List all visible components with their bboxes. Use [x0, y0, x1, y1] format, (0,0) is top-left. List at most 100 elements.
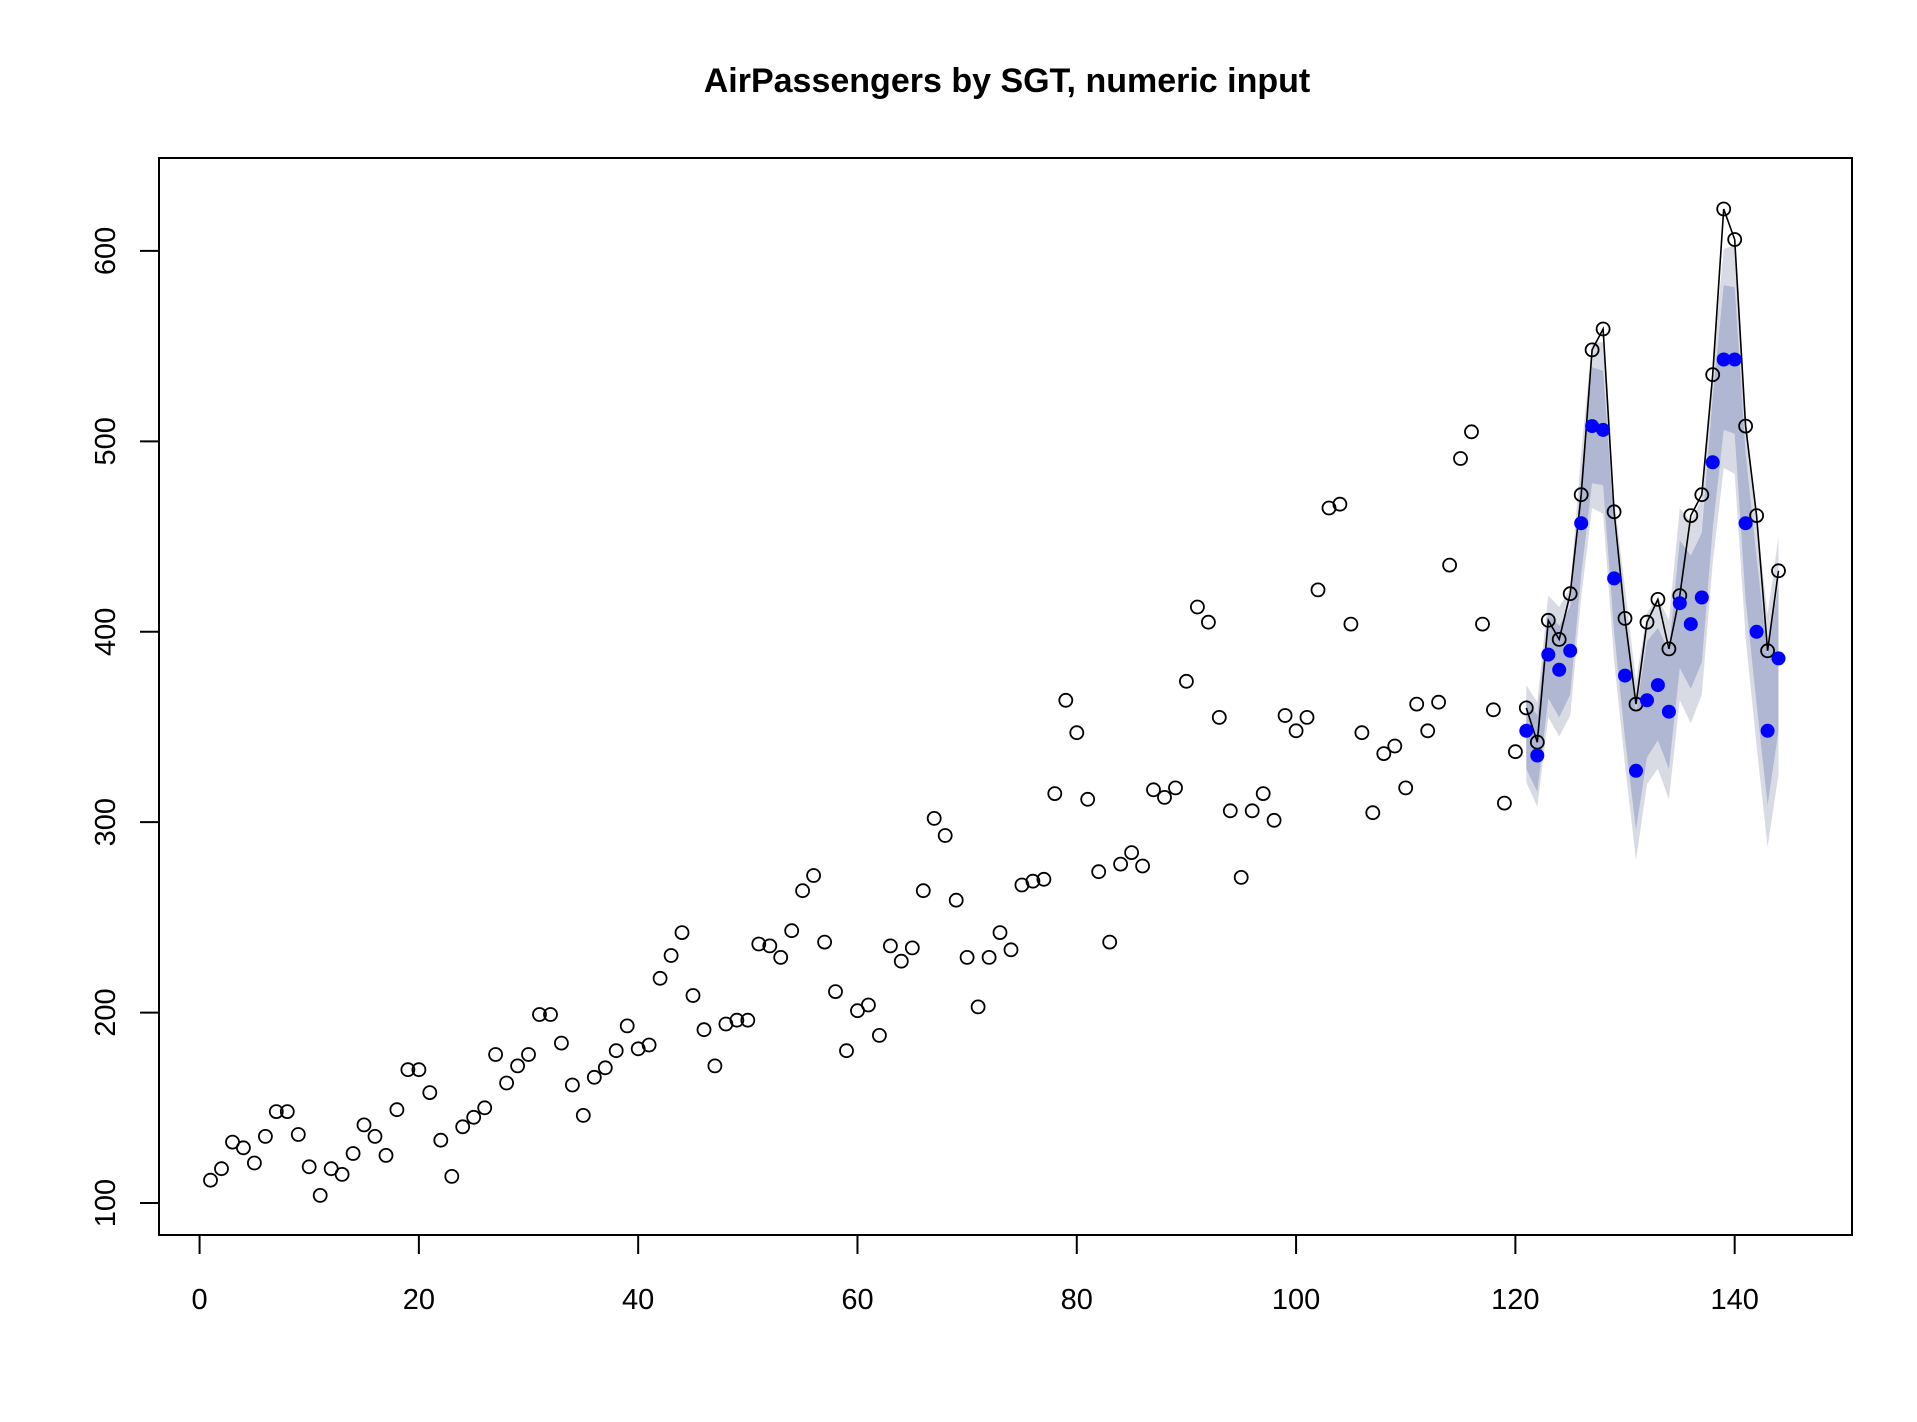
- observed-point: [586, 1069, 602, 1085]
- observed-point: [641, 1037, 657, 1053]
- observed-point: [301, 1159, 317, 1175]
- observed-point: [1332, 496, 1348, 512]
- observed-point: [510, 1058, 525, 1074]
- observed-point: [246, 1155, 262, 1171]
- y-tick-label: 200: [90, 988, 122, 1036]
- observed-point: [1398, 780, 1414, 796]
- observed-point: [1464, 424, 1479, 440]
- x-tick-label: 140: [1710, 1284, 1758, 1316]
- observed-point: [1551, 632, 1567, 647]
- forecast-point: [1661, 704, 1676, 719]
- observed-point: [1409, 696, 1425, 712]
- observed-point: [1727, 232, 1743, 247]
- observed-point: [1705, 367, 1721, 383]
- forecast-point: [1716, 352, 1731, 367]
- observed-point: [948, 892, 964, 908]
- observed-point: [1661, 641, 1677, 657]
- observed-point: [652, 970, 668, 986]
- observed-point: [1047, 786, 1063, 801]
- observed-point: [565, 1077, 580, 1093]
- forecast-point: [1749, 624, 1764, 639]
- observed-point: [1179, 673, 1194, 689]
- observed-point: [784, 923, 800, 939]
- observed-point: [740, 1012, 756, 1028]
- observed-point: [1080, 791, 1096, 807]
- observed-point: [1003, 942, 1019, 958]
- observed-point: [477, 1100, 493, 1116]
- y-tick-label: 100: [90, 1179, 122, 1227]
- observed-point: [203, 1172, 218, 1188]
- forecast-point: [1760, 723, 1775, 738]
- observed-point: [1244, 803, 1260, 819]
- y-tick-label: 400: [90, 608, 122, 656]
- observed-point: [1168, 780, 1183, 796]
- observed-point: [970, 999, 986, 1015]
- forecast-point: [1738, 516, 1753, 531]
- observed-point: [400, 1062, 416, 1078]
- observed-point: [367, 1129, 383, 1144]
- observed-point: [674, 925, 690, 940]
- observed-point: [532, 1007, 547, 1022]
- observed-point: [817, 934, 832, 950]
- observed-point: [1233, 870, 1249, 885]
- observed-point: [466, 1109, 482, 1125]
- observed-point: [904, 940, 920, 956]
- observed-point: [1146, 782, 1161, 798]
- observed-point: [1606, 504, 1622, 520]
- observed-point: [1584, 342, 1600, 358]
- observed-point: [1310, 582, 1326, 598]
- forecast-point: [1596, 422, 1611, 437]
- forecast-point: [1574, 516, 1589, 531]
- observed-point: [411, 1062, 427, 1078]
- observed-point: [608, 1043, 624, 1059]
- observed-point: [1617, 611, 1633, 626]
- observed-point: [543, 1007, 558, 1022]
- observed-point: [1157, 790, 1172, 805]
- observed-point: [554, 1035, 569, 1051]
- observed-point: [1771, 563, 1786, 579]
- observed-point: [828, 984, 843, 999]
- observed-point: [1573, 487, 1589, 503]
- observed-point: [872, 1028, 887, 1043]
- observed-point: [1639, 614, 1655, 630]
- observed-point: [455, 1119, 471, 1135]
- chart-title: AirPassengers by SGT, numeric input: [704, 62, 1311, 100]
- observed-point: [1025, 873, 1041, 889]
- forecast-point: [1694, 590, 1709, 605]
- observed-point: [1749, 508, 1764, 523]
- x-tick-label: 0: [192, 1284, 208, 1316]
- observed-point: [729, 1012, 745, 1028]
- observed-point: [1255, 786, 1271, 801]
- x-tick-label: 40: [622, 1284, 654, 1316]
- forecast-line: [1525, 208, 1780, 743]
- observed-test-line: [1525, 208, 1780, 743]
- x-tick-label: 60: [841, 1284, 873, 1316]
- observed-point: [619, 1018, 635, 1034]
- observed-point: [1562, 586, 1578, 602]
- observed-point: [1540, 612, 1556, 628]
- x-tick-label: 80: [1061, 1284, 1093, 1316]
- observed-point: [1442, 557, 1457, 573]
- forecast-point: [1640, 693, 1654, 708]
- observed-point: [806, 868, 821, 883]
- observed-point: [422, 1085, 438, 1100]
- observed-point: [1518, 700, 1534, 716]
- observed-point: [1135, 858, 1150, 874]
- forecast-point: [1618, 668, 1632, 683]
- y-tick-label: 600: [90, 227, 122, 275]
- forecast-point: [1530, 748, 1545, 763]
- forecast-point: [1705, 455, 1720, 470]
- observed-point: [1683, 508, 1699, 523]
- observed-point: [356, 1117, 372, 1133]
- observed-point: [883, 938, 898, 954]
- observed-point: [959, 950, 975, 965]
- observed-point: [1113, 856, 1128, 872]
- observed-point: [1058, 692, 1074, 708]
- forecast-point: [1727, 352, 1742, 367]
- y-tick-label: 300: [90, 798, 122, 846]
- observed-point: [1387, 738, 1403, 754]
- observed-point: [1222, 803, 1238, 819]
- data-points: [203, 201, 1786, 1203]
- observed-point: [334, 1167, 350, 1182]
